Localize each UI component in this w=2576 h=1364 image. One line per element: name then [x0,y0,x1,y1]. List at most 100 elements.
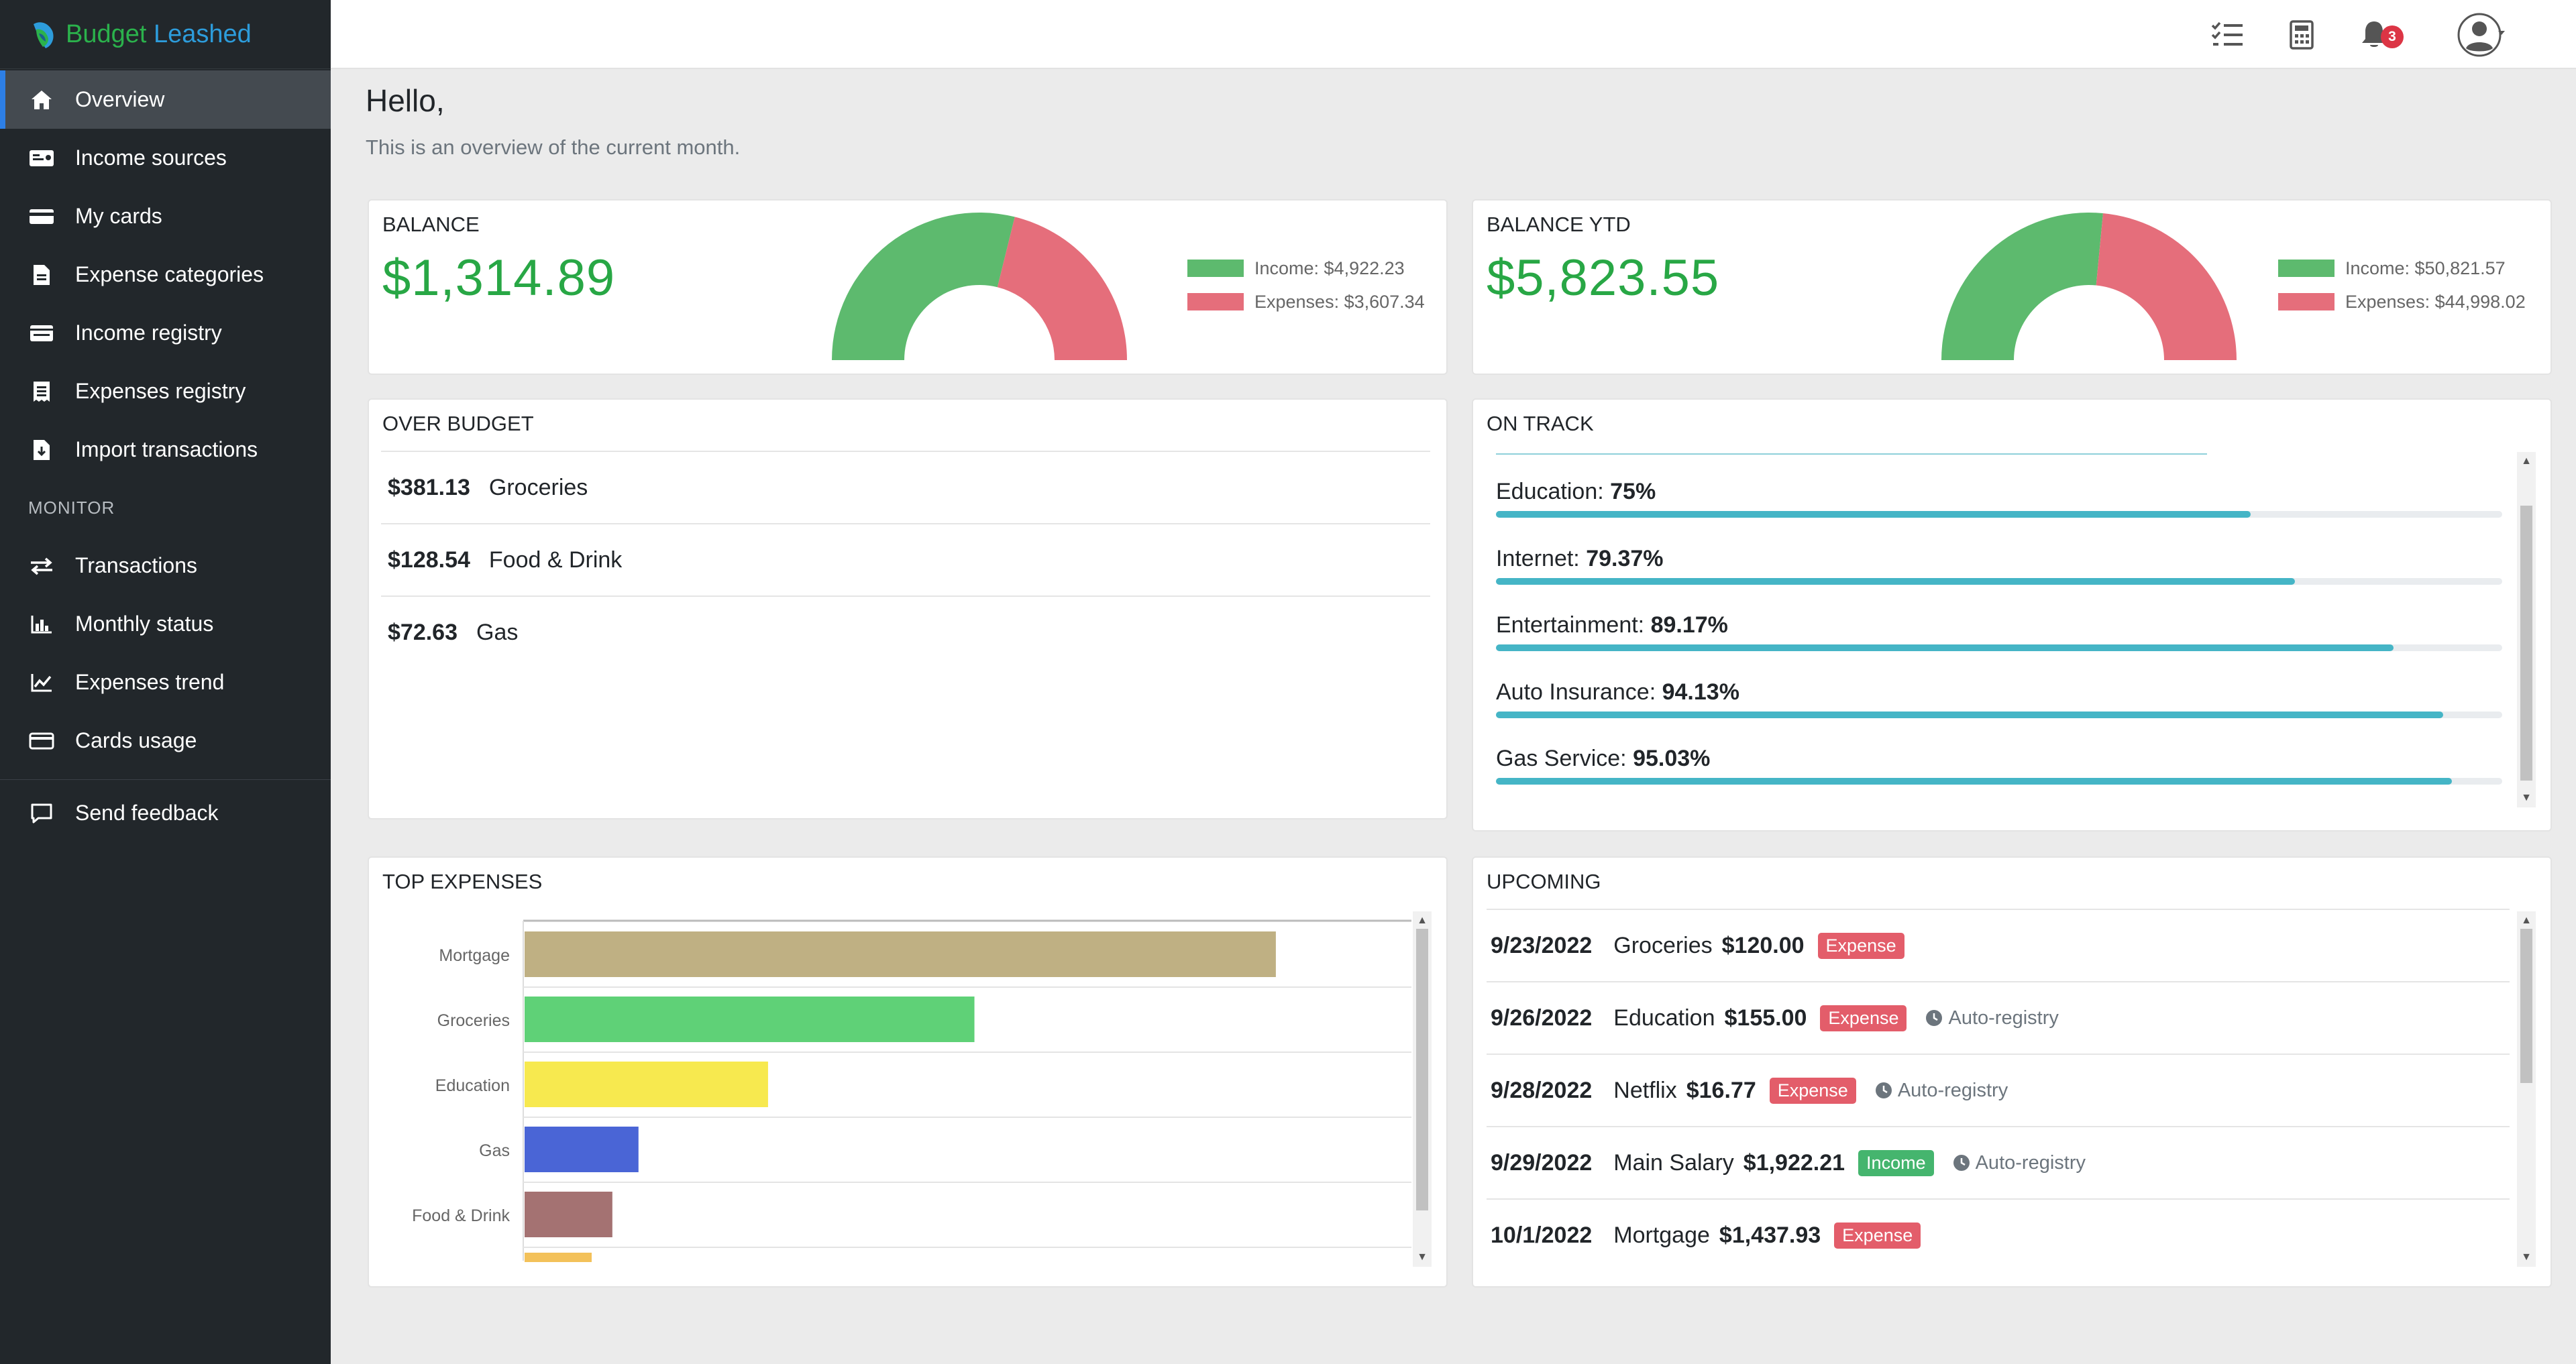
sidebar-item-my-cards[interactable]: My cards [0,187,331,245]
list-item: Internet: 79.37% [1496,522,2502,589]
on-track-list: Education: 75% Internet: 79.37% Entertai… [1496,453,2502,789]
list-item: 10/1/2022 Mortgage $1,437.93 Expense [1487,1198,2510,1271]
sidebar-item-label: Monthly status [75,612,214,636]
over-amount: $128.54 [388,547,470,573]
balance-ytd-amount: $5,823.55 [1487,249,1720,306]
progress-label: Auto Insurance: 94.13% [1496,679,1739,705]
upcoming-date: 9/29/2022 [1491,1149,1593,1176]
balance-ytd-expenses-label: Expenses: $44,998.02 [2345,291,2526,312]
sidebar-item-expense-categories[interactable]: Expense categories [0,245,331,304]
balance-income-label: Income: $4,922.23 [1254,258,1405,278]
progress-label: Internet: 79.37% [1496,545,1664,571]
topbar: 3 [331,0,2576,69]
list-item: 9/28/2022 Netflix $16.77 Expense Auto-re… [1487,1054,2510,1126]
list-item: Education: 75% [1496,455,2502,522]
bar-mortgage [525,931,1276,977]
upcoming-amount: $16.77 [1686,1077,1756,1103]
list-item: $381.13 Groceries [381,451,1430,523]
top-expenses-chart: Mortgage Groceries Education Gas Food & Drin… [412,919,1411,1262]
upcoming-card: UPCOMING 9/23/2022 Groceries $120.00 Exp… [1472,856,2552,1288]
sidebar-item-cards-usage[interactable]: Cards usage [0,712,331,770]
expenses-swatch [2278,293,2334,310]
notifications-bell-icon[interactable]: 3 [2355,16,2404,54]
progress-fill [1496,711,2443,718]
line-chart-icon [28,669,55,696]
monitor-heading: MONITOR [28,497,115,518]
sidebar-item-send-feedback[interactable]: Send feedback [0,784,331,842]
sidebar-item-income-registry[interactable]: Income registry [0,304,331,362]
scroll-thumb[interactable] [2520,929,2532,1083]
top-expenses-scrollbar[interactable]: ▲ ▼ [1413,911,1432,1267]
calculator-icon[interactable] [2283,16,2320,54]
receipt-icon [28,378,55,405]
upcoming-scrollbar[interactable]: ▲ ▼ [2517,911,2536,1267]
scroll-down-arrow-icon[interactable]: ▼ [1417,1251,1428,1263]
bar-groceries [525,997,975,1042]
scroll-up-arrow-icon[interactable]: ▲ [2521,915,2532,926]
over-amount: $381.13 [388,474,470,500]
scroll-down-arrow-icon[interactable]: ▼ [2521,792,2532,803]
balance-legend: Income: $4,922.23 Expenses: $3,607.34 [1187,251,1425,319]
file-icon [28,262,55,288]
task-list-icon[interactable] [2208,16,2246,54]
sidebar-item-expenses-trend[interactable]: Expenses trend [0,653,331,712]
sidebar-item-label: Overview [75,87,165,111]
scroll-down-arrow-icon[interactable]: ▼ [2521,1251,2532,1263]
progress-fill [1496,577,2295,585]
over-budget-title: OVER BUDGET [382,412,534,435]
sidebar-item-monthly-status[interactable]: Monthly status [0,595,331,653]
balance-ytd-gauge [1941,212,2237,360]
sidebar-item-label: Expenses registry [75,379,246,403]
category-name: Food & Drink [488,547,623,573]
bar-food-drink [525,1192,612,1237]
expense-badge: Expense [1817,932,1904,959]
list-item: 9/26/2022 Education $155.00 Expense Auto… [1487,981,2510,1054]
sidebar-item-label: Expense categories [75,262,264,286]
id-card-icon [28,145,55,172]
user-menu[interactable] [2455,13,2508,57]
over-budget-list: $381.13 Groceries $128.54 Food & Drink $72… [381,451,1430,668]
category-tick-label: Gas [479,1141,510,1160]
expenses-swatch [1187,293,1244,310]
list-item: Entertainment: 89.17% [1496,588,2502,655]
sidebar: Budget Leashed Overview Income sources M… [0,0,331,1364]
sidebar-item-income-sources[interactable]: Income sources [0,129,331,187]
brand[interactable]: Budget Leashed [0,0,331,69]
list-alt-icon [28,320,55,347]
top-expenses-title: TOP EXPENSES [382,870,543,893]
scroll-thumb[interactable] [1416,929,1428,1210]
category-tick-label: Mortgage [439,946,510,965]
sidebar-item-expenses-registry[interactable]: Expenses registry [0,362,331,420]
bar-partial-next [525,1253,592,1262]
balance-ytd-income-label: Income: $50,821.57 [2345,258,2506,278]
scroll-up-arrow-icon[interactable]: ▲ [2521,455,2532,467]
scroll-thumb[interactable] [2520,506,2532,781]
page-title: Hello, [366,83,445,118]
progress-fill [1496,778,2453,785]
balance-card: BALANCE $1,314.89 Income: $4,922.23 Expe… [368,199,1448,375]
upcoming-date: 9/26/2022 [1491,1005,1593,1031]
progress-fill [1496,511,2251,518]
expense-badge: Expense [1820,1005,1907,1031]
sidebar-item-transactions[interactable]: Transactions [0,536,331,595]
progress-label: Gas Service: 95.03% [1496,746,1711,771]
expense-badge: Expense [1834,1222,1921,1249]
balance-gauge-expenses-segment [997,217,1127,360]
sidebar-item-import-transactions[interactable]: Import transactions [0,420,331,479]
top-expenses-card: TOP EXPENSES Mortgage Groceries Education G… [368,856,1448,1288]
upcoming-date: 10/1/2022 [1491,1222,1593,1248]
upcoming-list: 9/23/2022 Groceries $120.00 Expense 9/26… [1487,909,2510,1271]
upcoming-title: UPCOMING [1487,870,1601,893]
sidebar-item-label: Cards usage [75,728,197,752]
over-amount: $72.63 [388,619,458,645]
sidebar-nav: Overview Income sources My cards Expense… [0,69,331,842]
category-tick-label: Groceries [437,1011,510,1030]
on-track-scrollbar[interactable]: ▲ ▼ [2517,452,2536,807]
scroll-up-arrow-icon[interactable]: ▲ [1417,915,1428,926]
sidebar-item-overview[interactable]: Overview [0,70,331,129]
balance-ytd-gauge-expenses-segment [2096,213,2237,360]
balance-ytd-gauge-income-segment [1941,212,2103,360]
sidebar-item-label: My cards [75,204,162,228]
progress-label: Education: 75% [1496,479,1656,504]
auto-registry-tag: Auto-registry [1925,1007,2059,1029]
